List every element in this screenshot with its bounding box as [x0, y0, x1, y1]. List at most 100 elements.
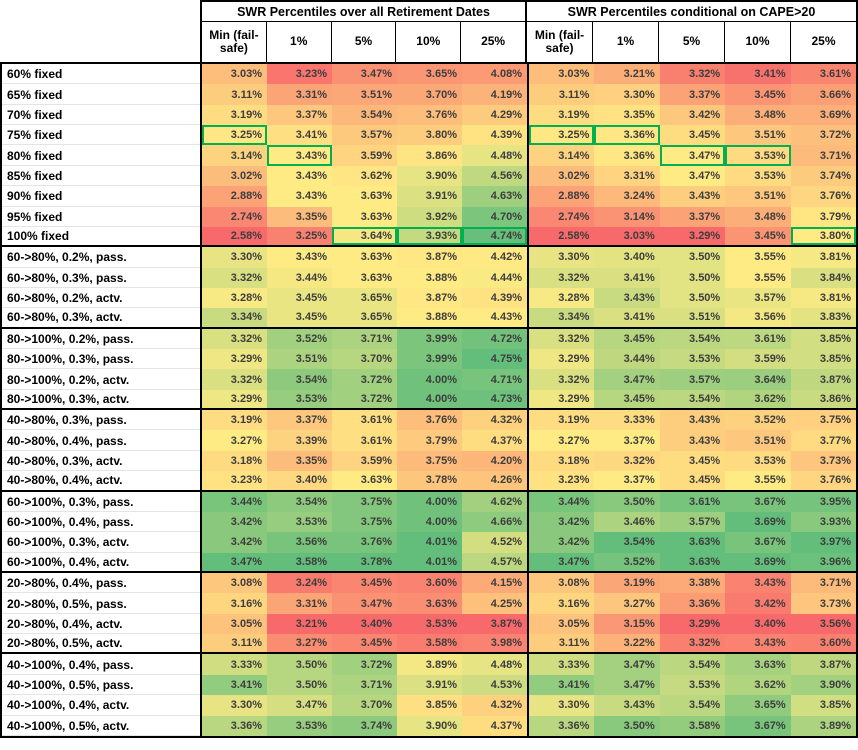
swr-cell[interactable]: 3.76%	[332, 532, 397, 553]
swr-cell[interactable]: 3.65%	[725, 695, 791, 716]
swr-cell[interactable]: 3.40%	[267, 471, 332, 490]
swr-cell[interactable]: 3.43%	[659, 410, 726, 431]
swr-cell[interactable]: 4.39%	[462, 287, 527, 309]
swr-cell[interactable]: 3.79%	[397, 430, 462, 451]
swr-cell[interactable]: 4.62%	[462, 491, 527, 512]
swr-cell[interactable]: 3.45%	[659, 471, 726, 490]
swr-cell[interactable]: 3.41%	[529, 674, 595, 696]
row-label[interactable]: 70% fixed	[2, 104, 202, 126]
swr-cell[interactable]: 3.78%	[397, 471, 462, 490]
swr-cell[interactable]: 3.19%	[529, 104, 595, 126]
swr-cell[interactable]: 3.67%	[725, 715, 791, 736]
swr-cell[interactable]: 3.52%	[594, 552, 660, 571]
column-header-cape-1-[interactable]: 1%	[592, 22, 658, 62]
swr-cell[interactable]: 4.15%	[462, 572, 527, 594]
swr-cell[interactable]: 3.69%	[725, 511, 791, 533]
swr-cell[interactable]: 4.20%	[462, 450, 527, 472]
swr-cell[interactable]: 3.71%	[332, 328, 397, 350]
swr-cell[interactable]: 3.34%	[529, 308, 595, 327]
swr-cell[interactable]: 3.99%	[397, 349, 462, 370]
swr-cell[interactable]: 4.48%	[462, 145, 527, 166]
swr-cell[interactable]: 3.34%	[202, 308, 267, 327]
swr-cell[interactable]: 3.70%	[332, 695, 397, 716]
swr-cell[interactable]: 3.23%	[529, 471, 595, 490]
swr-cell[interactable]: 3.19%	[202, 104, 267, 126]
row-label[interactable]: 20->80%, 0.5%, actv.	[2, 634, 202, 653]
swr-cell[interactable]: 3.93%	[790, 511, 857, 533]
swr-cell[interactable]: 3.87%	[790, 369, 857, 390]
swr-cell[interactable]: 3.05%	[202, 613, 267, 635]
swr-cell[interactable]: 3.61%	[659, 491, 726, 512]
swr-cell[interactable]: 3.57%	[659, 369, 726, 390]
swr-cell[interactable]: 3.95%	[790, 491, 857, 512]
swr-cell[interactable]: 4.37%	[462, 430, 527, 451]
swr-cell[interactable]: 3.32%	[659, 64, 726, 85]
swr-cell[interactable]: 3.32%	[529, 328, 595, 350]
swr-cell[interactable]: 3.57%	[725, 287, 791, 309]
row-label[interactable]: 80->100%, 0.3%, pass.	[2, 349, 202, 370]
row-label[interactable]: 85% fixed	[2, 165, 202, 187]
swr-cell[interactable]: 3.53%	[267, 511, 332, 533]
swr-cell[interactable]: 3.59%	[332, 450, 397, 472]
swr-cell[interactable]: 3.23%	[202, 471, 267, 490]
swr-cell[interactable]: 3.43%	[267, 247, 332, 268]
swr-cell[interactable]: 3.83%	[790, 308, 857, 327]
swr-cell[interactable]: 3.43%	[267, 186, 332, 207]
swr-cell[interactable]: 3.47%	[659, 165, 726, 187]
swr-cell[interactable]: 3.75%	[332, 491, 397, 512]
swr-cell[interactable]: 3.30%	[594, 84, 660, 105]
swr-cell[interactable]: 3.73%	[790, 450, 857, 472]
swr-cell[interactable]: 3.53%	[725, 165, 791, 187]
swr-cell[interactable]: 3.87%	[462, 613, 527, 635]
swr-cell[interactable]: 3.59%	[725, 349, 791, 370]
swr-cell[interactable]: 3.42%	[202, 511, 267, 533]
swr-cell[interactable]: 3.23%	[267, 64, 332, 85]
swr-cell[interactable]: 3.18%	[529, 450, 595, 472]
swr-cell[interactable]: 3.63%	[332, 206, 397, 227]
swr-cell[interactable]: 3.39%	[267, 430, 332, 451]
swr-cell[interactable]: 3.47%	[202, 552, 267, 571]
swr-cell[interactable]: 3.37%	[594, 471, 660, 490]
swr-cell[interactable]: 4.73%	[462, 389, 527, 409]
swr-cell[interactable]: 3.38%	[659, 572, 726, 594]
swr-cell[interactable]: 3.32%	[202, 369, 267, 390]
row-label[interactable]: 40->80%, 0.4%, pass.	[2, 430, 202, 451]
swr-cell[interactable]: 3.36%	[659, 593, 726, 614]
swr-cell[interactable]: 3.70%	[397, 84, 462, 105]
swr-cell[interactable]: 3.81%	[790, 247, 857, 268]
swr-cell[interactable]: 3.32%	[529, 369, 595, 390]
swr-cell[interactable]: 3.35%	[267, 450, 332, 472]
swr-cell[interactable]: 3.22%	[594, 634, 660, 653]
swr-cell[interactable]: 4.53%	[462, 674, 527, 696]
swr-cell[interactable]: 3.30%	[202, 695, 267, 716]
swr-cell[interactable]: 3.47%	[594, 369, 660, 390]
swr-cell[interactable]: 3.60%	[790, 634, 857, 653]
swr-cell[interactable]: 3.50%	[659, 247, 726, 268]
swr-cell[interactable]: 3.43%	[267, 165, 332, 187]
swr-cell[interactable]: 3.28%	[202, 287, 267, 309]
swr-cell[interactable]: 3.63%	[332, 471, 397, 490]
swr-cell[interactable]: 3.71%	[790, 572, 857, 594]
swr-cell[interactable]: 3.45%	[267, 287, 332, 309]
swr-cell[interactable]: 3.77%	[790, 430, 857, 451]
row-label[interactable]: 65% fixed	[2, 84, 202, 105]
swr-cell[interactable]: 3.62%	[725, 674, 791, 696]
row-label[interactable]: 40->100%, 0.4%, pass.	[2, 654, 202, 675]
swr-cell[interactable]: 3.43%	[659, 430, 726, 451]
row-label[interactable]: 40->80%, 0.3%, actv.	[2, 450, 202, 472]
swr-cell[interactable]: 3.44%	[594, 349, 660, 370]
swr-cell[interactable]: 3.33%	[594, 410, 660, 431]
swr-cell[interactable]: 3.45%	[267, 308, 332, 327]
swr-cell[interactable]: 3.37%	[659, 206, 726, 227]
swr-cell[interactable]: 3.76%	[397, 104, 462, 126]
swr-cell[interactable]: 3.21%	[267, 613, 332, 635]
swr-cell[interactable]: 3.45%	[332, 572, 397, 594]
swr-cell[interactable]: 3.31%	[594, 165, 660, 187]
swr-cell[interactable]: 4.39%	[462, 125, 527, 146]
swr-cell[interactable]: 3.54%	[659, 328, 726, 350]
group-title-all-dates[interactable]: SWR Percentiles over all Retirement Date…	[200, 0, 525, 22]
swr-cell[interactable]: 3.33%	[529, 654, 595, 675]
swr-cell[interactable]: 3.37%	[267, 410, 332, 431]
swr-cell[interactable]: 3.16%	[529, 593, 595, 614]
column-header-cape-min-fail-safe-[interactable]: Min (fail-safe)	[534, 27, 585, 55]
